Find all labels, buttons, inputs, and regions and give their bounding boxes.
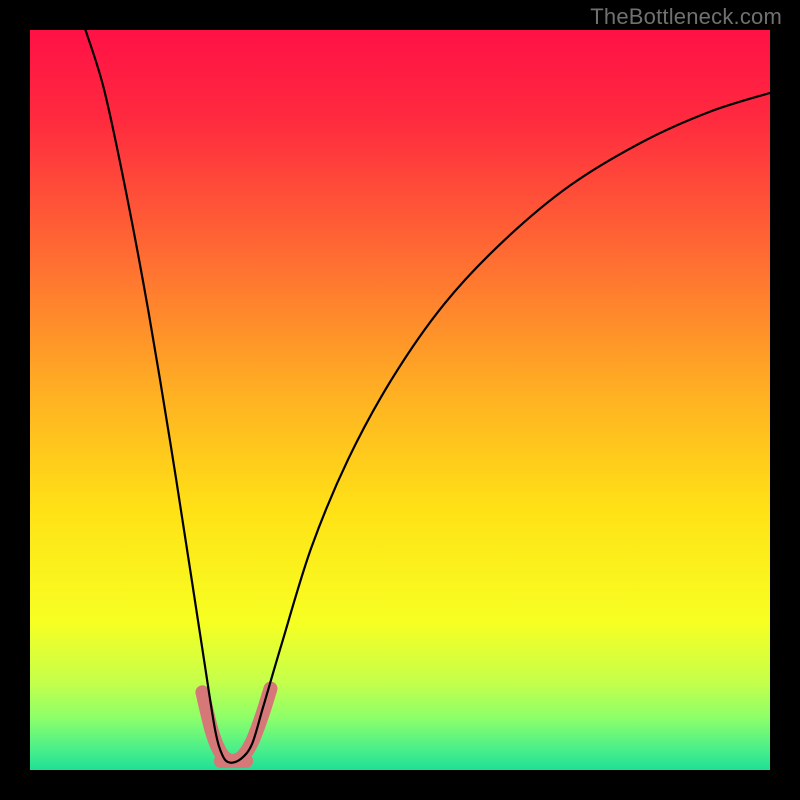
plot-area (30, 30, 770, 770)
watermark-text: TheBottleneck.com (590, 4, 782, 30)
chart-svg (30, 30, 770, 770)
bottleneck-curve (86, 30, 771, 763)
chart-canvas: TheBottleneck.com (0, 0, 800, 800)
highlight-segment-0 (202, 692, 233, 761)
